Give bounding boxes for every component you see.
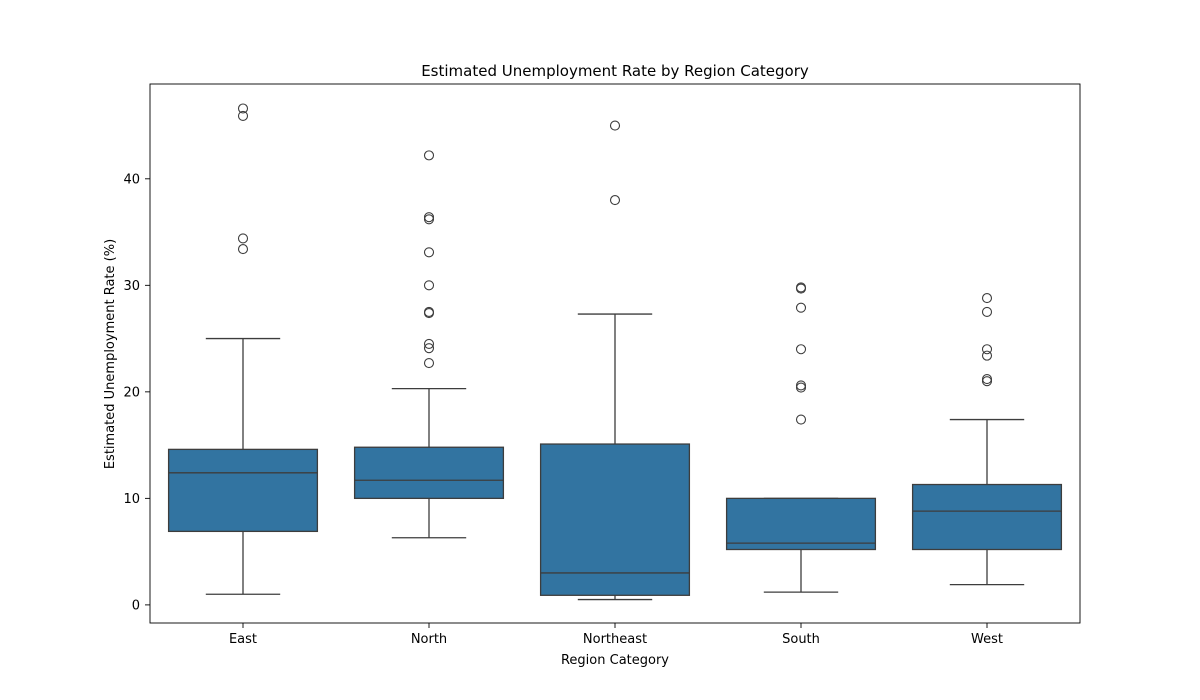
x-axis-title: Region Category bbox=[561, 653, 669, 668]
x-tick-label: West bbox=[971, 632, 1003, 647]
iqr-box bbox=[725, 497, 877, 551]
x-tick-label: South bbox=[782, 632, 820, 647]
outlier-point bbox=[237, 244, 249, 255]
outlier-point bbox=[423, 343, 435, 354]
x-tick-label: East bbox=[229, 632, 257, 647]
y-tick-label: 10 bbox=[123, 492, 140, 507]
x-tick-label: Northeast bbox=[583, 632, 647, 647]
outlier-point bbox=[423, 212, 435, 223]
outlier-point bbox=[795, 380, 807, 391]
y-axis-title: Estimated Unemployment Rate (%) bbox=[103, 239, 118, 469]
outlier-point bbox=[237, 110, 249, 122]
outlier-point bbox=[981, 293, 993, 304]
iqr-box bbox=[167, 448, 319, 533]
outlier-point bbox=[981, 350, 993, 361]
outlier-point bbox=[423, 358, 435, 369]
outlier-point bbox=[795, 282, 807, 293]
outlier-point bbox=[981, 374, 993, 385]
box-group-northeast bbox=[539, 120, 691, 601]
outlier-point bbox=[237, 233, 249, 244]
outlier-point bbox=[795, 414, 807, 425]
outlier-point bbox=[609, 195, 621, 206]
box-group-west bbox=[911, 293, 1063, 586]
y-tick-label: 30 bbox=[123, 279, 140, 294]
outlier-point bbox=[981, 306, 993, 318]
plot-area bbox=[167, 103, 1063, 601]
y-tick-label: 20 bbox=[123, 385, 140, 400]
outlier-point bbox=[423, 280, 435, 291]
iqr-box bbox=[911, 483, 1063, 551]
outlier-point bbox=[795, 344, 807, 355]
y-tick-label: 40 bbox=[123, 172, 140, 187]
outlier-point bbox=[795, 302, 807, 313]
x-tick-label: North bbox=[411, 632, 447, 647]
outlier-point bbox=[423, 306, 435, 318]
iqr-box bbox=[539, 443, 691, 596]
y-tick-label: 0 bbox=[132, 598, 140, 613]
box-group-north bbox=[353, 150, 505, 539]
outlier-point bbox=[423, 338, 435, 349]
outlier-point bbox=[423, 247, 435, 258]
outlier-point bbox=[237, 103, 249, 114]
box-group-east bbox=[167, 103, 319, 595]
outlier-point bbox=[609, 120, 621, 131]
axes: 0 10 20 30 40 East North Northeast South West bbox=[123, 172, 1003, 647]
iqr-box bbox=[353, 446, 505, 500]
outlier-point bbox=[423, 150, 435, 161]
outlier-point bbox=[981, 344, 993, 355]
box-group-south bbox=[725, 282, 877, 593]
chart-title: Estimated Unemployment Rate by Region Ca… bbox=[421, 62, 809, 80]
